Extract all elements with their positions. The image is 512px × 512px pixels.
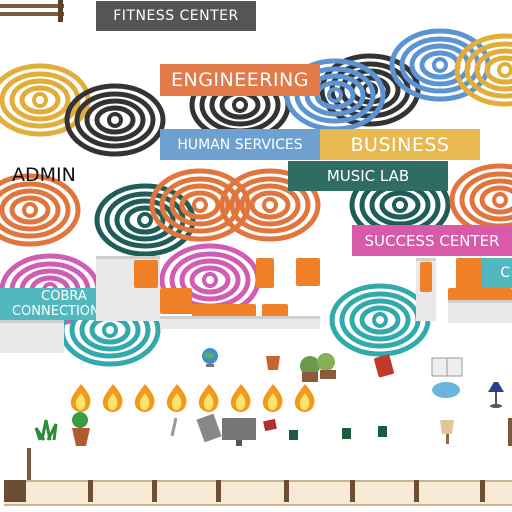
business-sign[interactable]: BUSINESS [320,129,480,160]
potted-plant-icon [300,353,336,382]
bench [0,0,64,22]
music-lab-sign[interactable]: MUSIC LAB [288,161,448,191]
potted-plant-icon [34,412,90,446]
globe-icon [202,348,218,367]
open-book-icon [431,357,463,398]
shelf-divider [350,480,355,502]
success-center-label: SUCCESS CENTER [364,231,500,250]
counter-mid [160,316,320,329]
music-lab-label: MUSIC LAB [326,167,410,185]
lamp-icon [488,382,504,408]
counter-bottom-left [0,320,64,353]
shelf-divider [4,480,26,502]
mug-icon [289,430,298,440]
human-services-label: HUMAN SERVICES [177,136,303,153]
counter-far-right [448,300,512,323]
wall-post [27,448,31,480]
connections-label: CONNECTIONS [11,304,109,319]
admin-label: ADMIN [12,164,76,186]
mug-icon [342,428,351,439]
mug-icon [378,426,387,437]
partial-teal-label: C [500,265,510,281]
partial-teal-sign[interactable]: C [480,258,512,288]
shelf-divider [216,480,221,502]
business-label: BUSINESS [350,133,450,156]
shelf-divider [152,480,157,502]
orange-chair [160,288,192,314]
orange-chair [296,258,320,286]
fitness-center-sign[interactable]: FITNESS CENTER [96,1,256,31]
bottom-shelf [4,480,512,506]
shelf-divider [284,480,289,502]
fitness-center-label: FITNESS CENTER [113,8,239,24]
shelf-divider [88,480,93,502]
computer-icon [170,413,277,446]
shelf-divider [480,480,485,502]
human-services-sign[interactable]: HUMAN SERVICES [160,129,320,160]
shelf-divider [414,480,419,502]
orange-chair [134,260,158,288]
book-icon [374,354,394,378]
cobra-label: COBRA [41,289,87,304]
success-center-sign[interactable]: SUCCESS CENTER [352,225,512,256]
lamp-icon [440,420,454,444]
orange-chair [256,258,274,288]
potted-plant-icon [266,356,280,370]
orange-chair [192,304,256,318]
engineering-sign[interactable]: ENGINEERING [160,64,320,96]
orange-chair [448,288,512,302]
engineering-label: ENGINEERING [170,69,309,91]
orange-chair [262,304,288,318]
orange-chair [420,262,432,292]
